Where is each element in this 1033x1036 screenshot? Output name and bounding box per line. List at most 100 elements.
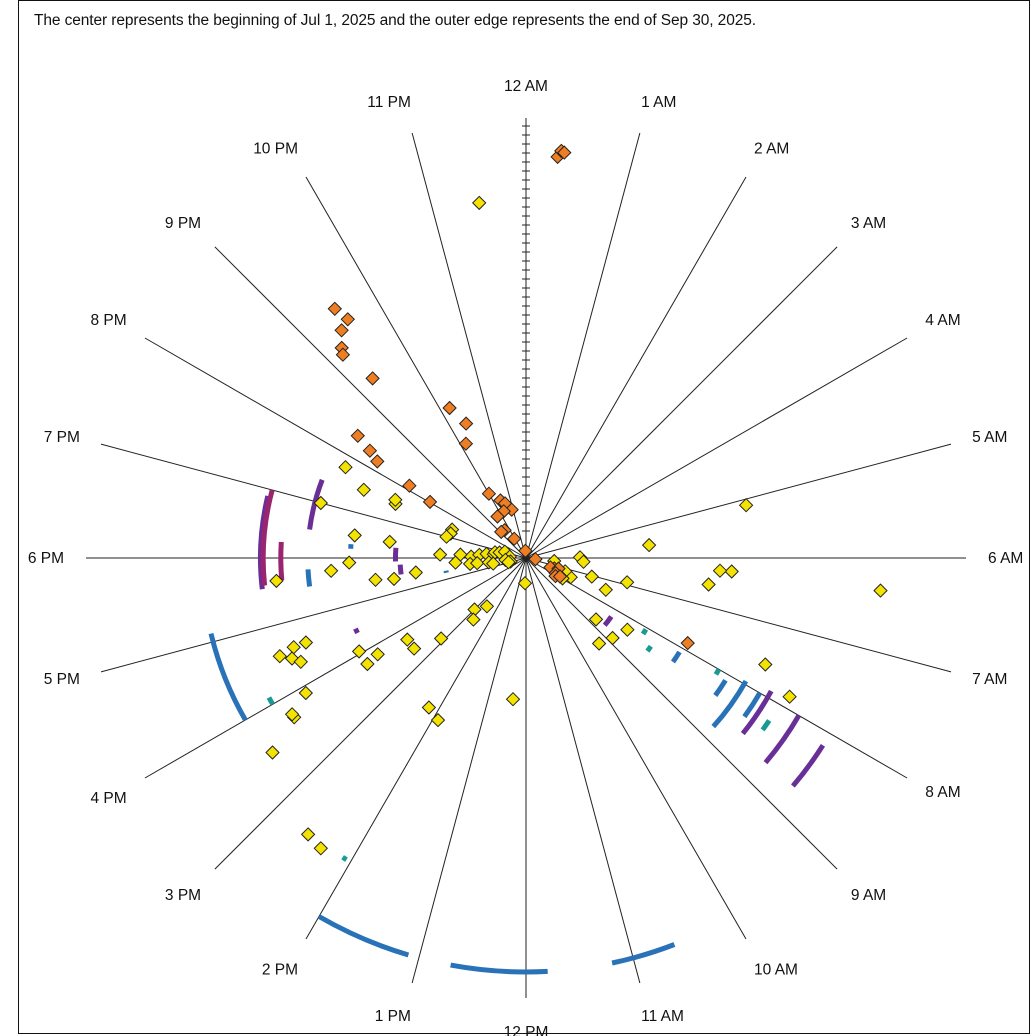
event-point-yellow (724, 564, 739, 579)
event-point-yellow (313, 495, 329, 511)
event-point-yellow (421, 700, 437, 715)
event-point-yellow (360, 656, 375, 672)
duration-arc (713, 678, 728, 697)
event-point-yellow (351, 644, 367, 659)
chart-caption: The center represents the beginning of J… (34, 12, 756, 29)
radial-axes (86, 118, 966, 998)
event-point-orange (458, 416, 474, 431)
event-point-yellow (347, 528, 362, 543)
duration-arc (317, 914, 410, 958)
hour-spoke (214, 557, 527, 870)
event-point-yellow (323, 563, 339, 579)
hour-spoke (525, 176, 747, 559)
event-point-yellow (584, 569, 600, 584)
event-point-yellow (400, 632, 415, 647)
hour-label: 5 AM (972, 429, 1007, 446)
event-point-yellow (517, 575, 533, 591)
duration-arc (645, 644, 653, 653)
event-point-yellow (356, 482, 372, 498)
hour-spoke (100, 557, 527, 673)
event-point-yellow (265, 745, 280, 760)
duration-arc (760, 719, 772, 732)
event-point-yellow (341, 555, 357, 570)
event-point-yellow (505, 691, 521, 707)
event-point-yellow (641, 537, 657, 553)
event-point-yellow (466, 612, 481, 627)
duration-arc (742, 691, 762, 719)
hour-spoke (525, 557, 838, 870)
event-point-yellow (272, 648, 288, 664)
duration-arc (257, 495, 271, 590)
hour-spoke (305, 557, 527, 940)
hour-spoke (525, 557, 747, 940)
event-point-orange (327, 301, 343, 317)
hour-label: 11 PM (367, 94, 411, 111)
duration-arc (208, 633, 248, 722)
event-point-yellow (432, 547, 448, 562)
hour-spoke (525, 557, 641, 984)
hour-spoke (144, 557, 527, 779)
hour-spoke (525, 132, 641, 559)
hour-spoke (525, 246, 838, 559)
hour-label: 1 AM (641, 94, 676, 111)
hour-spoke (525, 337, 908, 559)
hour-spoke (525, 443, 952, 559)
event-point-yellow (433, 631, 449, 646)
event-point-yellow (712, 563, 728, 578)
event-point-yellow (591, 636, 607, 651)
event-point-yellow (782, 689, 797, 704)
event-point-orange (680, 635, 695, 651)
event-point-yellow (598, 582, 614, 598)
event-point-orange (422, 494, 438, 510)
duration-arc (640, 628, 649, 636)
event-point-orange (493, 524, 509, 540)
event-point-yellow (338, 459, 353, 475)
event-point-yellow (701, 577, 716, 592)
event-point-yellow (370, 647, 385, 662)
chart-frame (18, 0, 1030, 1034)
hour-label: 1 PM (375, 1008, 411, 1025)
duration-arc (307, 478, 325, 530)
event-point-yellow (620, 622, 635, 637)
event-point-orange (365, 371, 380, 386)
event-point-yellow (313, 841, 329, 856)
event-point-orange (402, 478, 417, 493)
duration-arc (790, 743, 826, 788)
event-point-orange (340, 312, 356, 327)
event-point-yellow (738, 497, 754, 513)
event-point-yellow (619, 575, 635, 590)
event-point-yellow (439, 529, 454, 544)
hour-label: 6 AM (988, 550, 1023, 567)
hour-label: 12 PM (504, 1024, 549, 1036)
event-points (265, 143, 888, 856)
event-point-yellow (430, 712, 446, 728)
event-point-orange (506, 531, 522, 547)
event-point-orange (350, 428, 366, 444)
hour-spoke (411, 132, 527, 559)
event-point-orange (334, 323, 349, 338)
event-point-yellow (485, 556, 501, 571)
hour-label: 10 PM (253, 141, 298, 158)
hour-label: 11 AM (641, 1008, 684, 1025)
hour-label: 10 AM (754, 961, 798, 978)
event-point-yellow (388, 492, 403, 508)
event-point-orange (552, 569, 568, 584)
event-point-orange (335, 347, 351, 362)
event-point-yellow (382, 534, 397, 550)
event-point-yellow (448, 555, 463, 570)
duration-arc (602, 615, 614, 627)
duration-arc (278, 541, 285, 581)
radial-scale-ticks (522, 125, 530, 532)
duration-arc (353, 627, 360, 635)
hour-label: 6 PM (28, 550, 64, 567)
duration-arc (763, 714, 801, 765)
duration-arc (670, 650, 682, 664)
duration-arc (611, 942, 676, 966)
hour-label: 7 AM (972, 671, 1007, 688)
event-point-yellow (298, 685, 314, 701)
hour-label: 3 PM (165, 887, 201, 904)
hour-label: 2 AM (754, 141, 789, 158)
hour-label: 9 PM (165, 215, 201, 232)
event-point-yellow (576, 554, 591, 570)
